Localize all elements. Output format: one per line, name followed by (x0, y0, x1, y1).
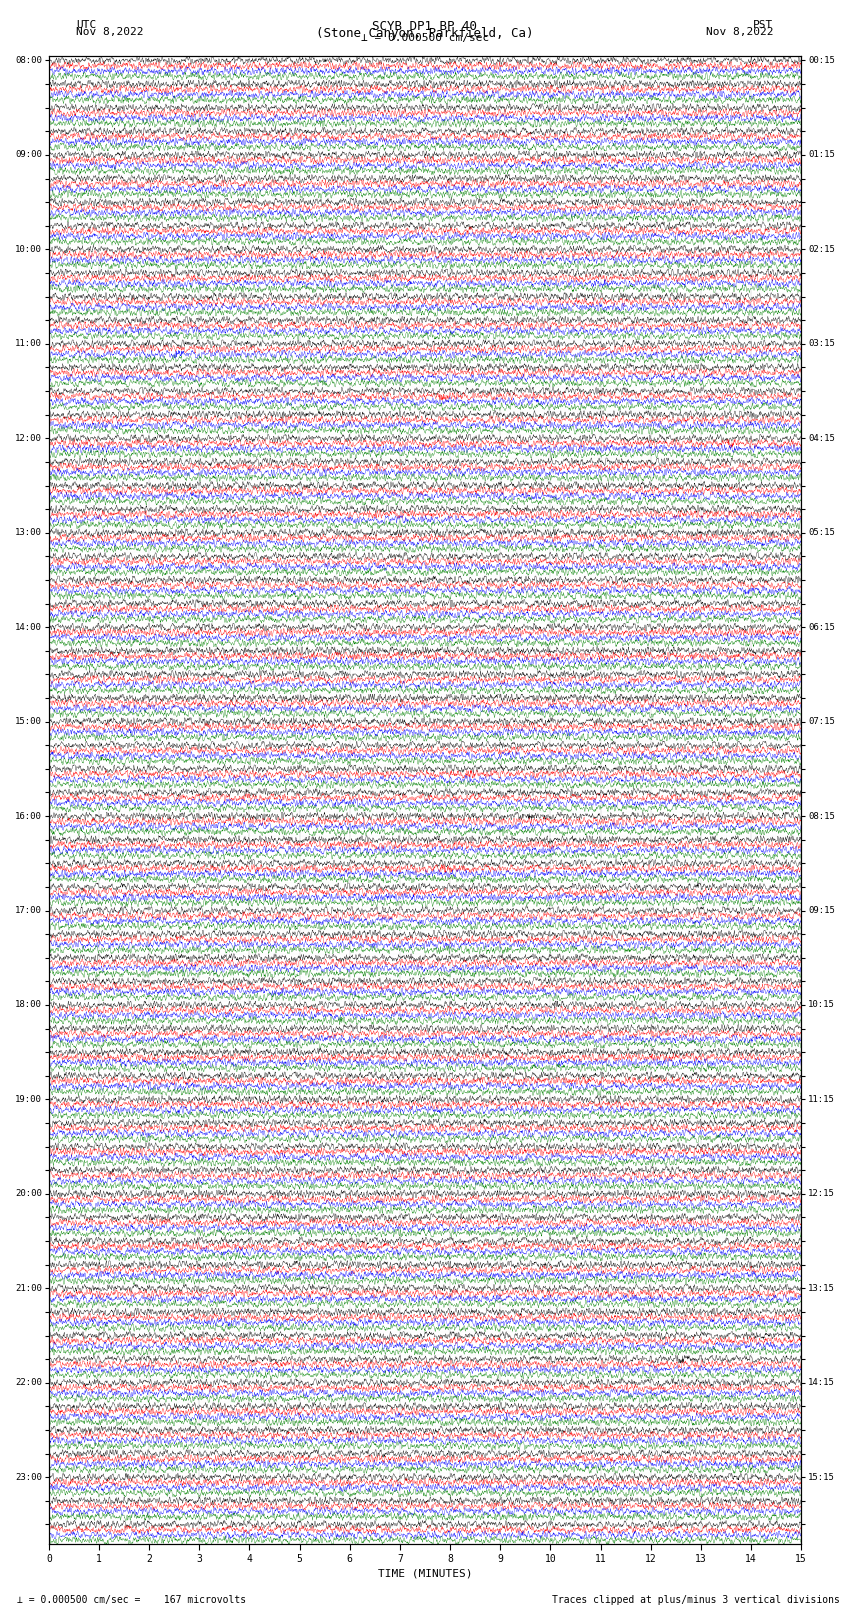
Text: ⊥ = 0.000500 cm/sec =    167 microvolts: ⊥ = 0.000500 cm/sec = 167 microvolts (17, 1595, 246, 1605)
Text: UTC: UTC (76, 19, 97, 31)
Text: Nov 8,2022: Nov 8,2022 (706, 26, 774, 37)
Text: SCYB DP1 BP 40: SCYB DP1 BP 40 (372, 19, 478, 34)
Text: (Stone Canyon, Parkfield, Ca): (Stone Canyon, Parkfield, Ca) (316, 26, 534, 40)
Text: Nov 8,2022: Nov 8,2022 (76, 26, 144, 37)
Text: Traces clipped at plus/minus 3 vertical divisions: Traces clipped at plus/minus 3 vertical … (552, 1595, 841, 1605)
Text: PST: PST (753, 19, 774, 31)
X-axis label: TIME (MINUTES): TIME (MINUTES) (377, 1569, 473, 1579)
Text: ⊥ = 0.000500 cm/sec: ⊥ = 0.000500 cm/sec (361, 32, 489, 44)
